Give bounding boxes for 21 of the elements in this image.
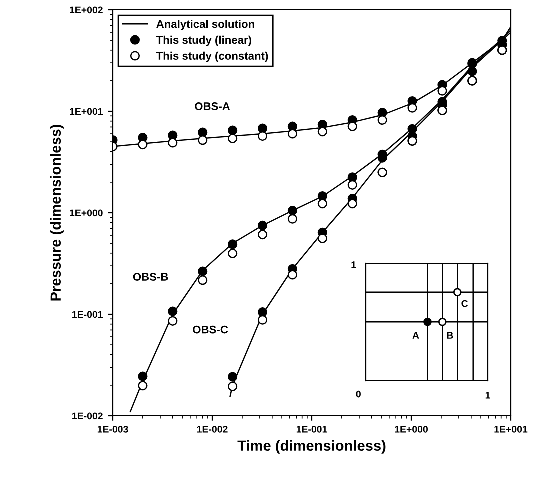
y-tick-label: 1E+000 xyxy=(70,210,103,217)
x-axis-title: Time (dimensionless) xyxy=(238,440,386,454)
x-tick-label: 1E-003 xyxy=(98,426,128,433)
x-tick-label: 1E+001 xyxy=(494,426,528,433)
annotation: 0 xyxy=(356,390,361,398)
x-tick-label: 1E-001 xyxy=(296,426,328,433)
legend-label: This study (constant) xyxy=(156,52,268,62)
annotation: 1 xyxy=(352,262,356,268)
annotation: OBS-A xyxy=(195,102,230,110)
x-tick-label: 1E-002 xyxy=(197,426,228,433)
legend-label: This study (linear) xyxy=(156,36,252,46)
annotation: OBS-C xyxy=(193,326,228,334)
y-axis-title: Pressure (dimensionless) xyxy=(50,124,64,301)
annotation: OBS-B xyxy=(133,273,168,281)
y-tick-label: 1E-001 xyxy=(72,311,104,318)
y-tick-label: 1E+002 xyxy=(70,6,103,14)
annotation: 1 xyxy=(486,392,490,399)
legend-label: Analytical solution xyxy=(156,20,254,30)
x-tick-label: 1E+000 xyxy=(395,426,428,433)
y-tick-label: 1E-002 xyxy=(72,412,103,420)
y-tick-label: 1E+001 xyxy=(70,108,104,116)
